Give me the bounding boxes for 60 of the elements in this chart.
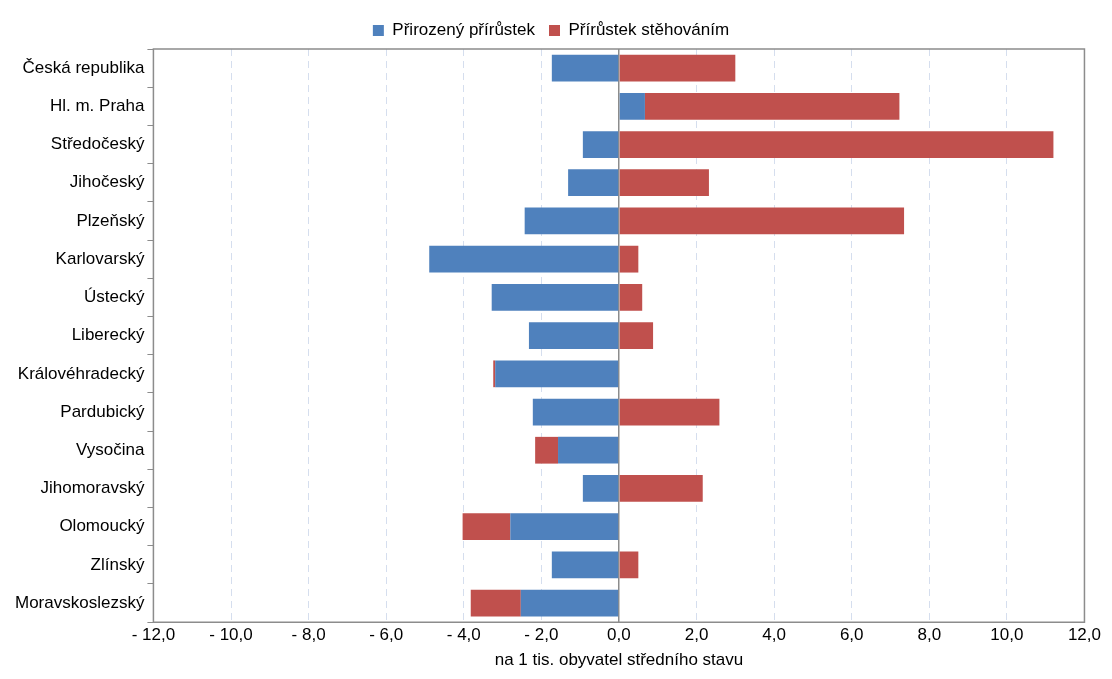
x-tick-label: - 10,0 (209, 625, 253, 645)
y-tick-label: Středočeský (50, 134, 145, 154)
y-tick-label: Moravskoslezský (15, 592, 145, 612)
y-tick-label: Pardubický (60, 401, 145, 421)
bar (619, 131, 1054, 158)
bar (568, 169, 619, 197)
x-tick-label: 8,0 (917, 625, 942, 645)
x-tick-label: 0,0 (607, 625, 631, 645)
y-tick-label: Zlínský (90, 554, 145, 574)
x-tick-label: 2,0 (684, 625, 709, 645)
bar (582, 475, 619, 502)
bar (619, 169, 709, 197)
x-tick-label: - 8,0 (291, 625, 326, 645)
bar (619, 284, 643, 311)
bar (619, 322, 654, 349)
legend-label: Přirozený přírůstek (392, 20, 536, 40)
bar (462, 513, 511, 541)
bar (535, 436, 559, 464)
x-tick-label: - 2,0 (524, 625, 559, 645)
bar (520, 589, 619, 617)
x-tick-label: - 4,0 (446, 625, 481, 645)
y-tick-label: Olomoucký (59, 516, 145, 536)
bar (619, 207, 905, 235)
y-tick-label: Karlovarský (55, 248, 145, 268)
bar (524, 207, 619, 235)
bar (470, 589, 521, 617)
y-tick-label: Liberecký (71, 325, 145, 345)
bar (429, 245, 619, 273)
bar (619, 551, 639, 579)
x-tick-label: - 6,0 (369, 625, 404, 645)
bar (532, 398, 619, 426)
x-tick-label: 10,0 (990, 625, 1024, 645)
x-tick-label: - 12,0 (131, 625, 176, 645)
bar (491, 284, 619, 311)
bar (619, 398, 720, 426)
bar (619, 245, 639, 273)
y-tick-label: Hl. m. Praha (49, 96, 145, 116)
bar (551, 551, 619, 579)
bar (644, 92, 900, 120)
x-axis-title: na 1 tis. obyvatel středního stavu (494, 650, 744, 670)
bar (619, 54, 736, 82)
bar (582, 131, 619, 158)
y-tick-label: Královéhradecký (17, 363, 145, 383)
bar (551, 54, 619, 82)
bar (558, 436, 619, 464)
legend-label: Přírůstek stěhováním (568, 20, 730, 40)
bar (619, 92, 645, 120)
y-tick-label: Jihočeský (69, 172, 145, 192)
x-tick-label: 6,0 (839, 625, 864, 645)
y-tick-label: Jihomoravský (40, 478, 145, 498)
y-tick-label: Česká republika (22, 57, 145, 77)
bar (528, 322, 619, 349)
x-tick-label: 12,0 (1067, 625, 1101, 645)
bar (510, 513, 619, 541)
bar (619, 475, 703, 502)
bar (495, 360, 619, 388)
x-tick-label: 4,0 (762, 625, 786, 645)
y-tick-label: Ústecký (83, 287, 145, 307)
y-tick-label: Plzeňský (76, 210, 145, 230)
y-tick-label: Vysočina (76, 439, 145, 459)
